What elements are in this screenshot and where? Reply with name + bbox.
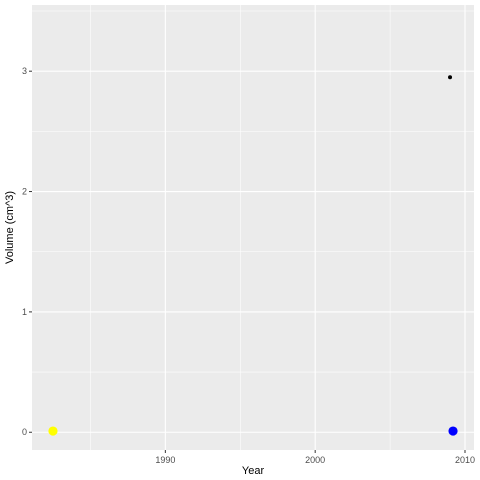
plot-panel	[32, 5, 474, 450]
y-tick-label: 1	[22, 307, 27, 317]
x-tick-label: 1990	[155, 455, 175, 465]
data-point	[448, 75, 453, 80]
y-tick-label: 3	[22, 66, 27, 76]
y-tick-label: 2	[22, 187, 27, 197]
x-axis-title: Year	[242, 465, 265, 477]
data-points	[48, 75, 458, 436]
y-axis-title: Volume (cm^3)	[4, 191, 16, 264]
data-point	[48, 426, 58, 436]
y-axis-ticks: 0 1 2 3	[22, 66, 32, 437]
x-tick-label: 2000	[305, 455, 325, 465]
minor-gridlines	[32, 5, 474, 450]
y-tick-label: 0	[22, 427, 27, 437]
data-point	[448, 426, 458, 436]
major-gridlines	[32, 5, 474, 450]
x-axis-ticks: 1990 2000 2010	[155, 450, 475, 465]
x-tick-label: 2010	[455, 455, 475, 465]
